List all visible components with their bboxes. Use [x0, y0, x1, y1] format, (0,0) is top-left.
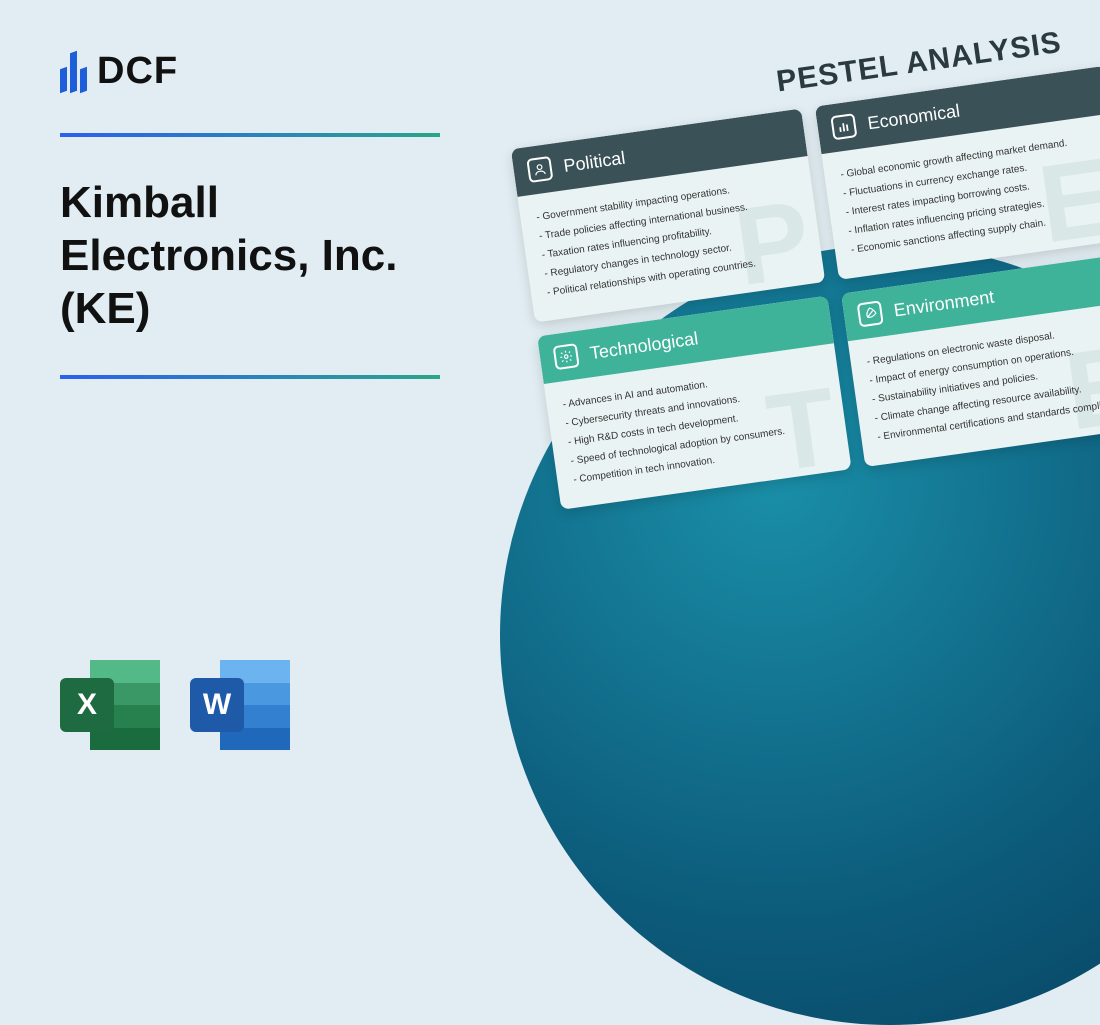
pestel-card-label: Technological [588, 328, 699, 364]
word-icon[interactable]: W [190, 660, 290, 750]
left-panel: DCF Kimball Electronics, Inc. (KE) [60, 50, 480, 419]
excel-badge: X [60, 678, 114, 732]
file-icons: X W [60, 660, 290, 750]
pestel-grid: Political P Government stability impacti… [511, 66, 1100, 510]
bars-icon [830, 113, 857, 140]
leaf-icon [857, 300, 884, 327]
divider-bottom [60, 375, 440, 379]
pestel-card: Environment E Regulations on electronic … [841, 253, 1100, 467]
gear-icon [553, 343, 580, 370]
page-title: Kimball Electronics, Inc. (KE) [60, 177, 480, 335]
pestel-card-label: Economical [866, 100, 961, 134]
word-badge: W [190, 678, 244, 732]
divider-top [60, 133, 440, 137]
logo-icon [60, 52, 87, 92]
pestel-card-label: Environment [892, 286, 995, 321]
pestel-card: Political P Government stability impacti… [511, 109, 826, 323]
logo-text: DCF [97, 50, 178, 93]
logo: DCF [60, 50, 480, 93]
pestel-card-label: Political [562, 147, 626, 176]
person-icon [526, 156, 553, 183]
excel-icon[interactable]: X [60, 660, 160, 750]
pestel-panel: PESTEL ANALYSIS Political P Government s… [504, 20, 1100, 510]
pestel-card: Economical E Global economic growth affe… [815, 66, 1100, 280]
